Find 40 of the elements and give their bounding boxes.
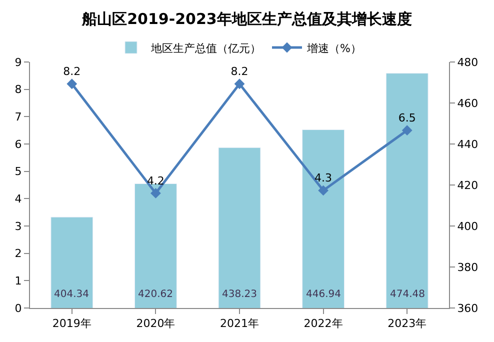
- point: [150, 188, 161, 198]
- data-label: 8.2: [63, 65, 81, 78]
- y2-tick-label: 400: [457, 220, 478, 233]
- point: [234, 78, 245, 90]
- point: [318, 185, 328, 196]
- data-label: 4.2: [146, 174, 164, 188]
- point: [66, 78, 78, 90]
- data-label: 4.3: [314, 172, 332, 185]
- y2-tick-label: 360: [457, 302, 478, 315]
- y-tick-label: 4: [14, 192, 22, 206]
- x-tick-label: 2019年: [52, 317, 92, 330]
- legend-label: 增速（%）: [306, 42, 362, 55]
- y2-tick-label: 460: [457, 96, 478, 110]
- legend-label: 地区生产总值（亿元）: [150, 42, 261, 55]
- y-tick-label: 5: [14, 165, 22, 178]
- data-label: 446.94: [306, 289, 341, 300]
- y-tick-label: 7: [14, 110, 22, 124]
- x-tick-label: 2023年: [388, 317, 427, 330]
- x-tick-label: 2022年: [304, 317, 343, 330]
- y2-tick-label: 440: [457, 138, 478, 151]
- y2-tick-label: 480: [457, 56, 478, 69]
- y2-tick-label: 420: [457, 178, 478, 192]
- x-tick-label: 2021年: [220, 317, 259, 330]
- x-tick-label: 2020年: [136, 317, 176, 330]
- y-tick-label: 0: [14, 302, 22, 315]
- data-label: 474.48: [390, 289, 425, 300]
- y-tick-label: 9: [14, 56, 22, 69]
- point: [402, 125, 412, 136]
- data-label: 404.34: [54, 289, 89, 300]
- y-tick-label: 3: [14, 220, 22, 233]
- y-tick-label: 6: [14, 138, 22, 151]
- y-tick-label: 2: [14, 247, 22, 260]
- chart-title: 船山区2019-2023年地区生产总值及其增长速度: [81, 10, 412, 28]
- data-label: 6.5: [398, 112, 416, 125]
- data-label: 438.23: [222, 289, 257, 300]
- y2-tick-label: 380: [457, 260, 478, 274]
- data-label: 8.2: [230, 65, 248, 78]
- y-tick-label: 8: [14, 83, 22, 96]
- y-tick-label: 1: [14, 274, 22, 288]
- data-label: 420.62: [138, 289, 173, 300]
